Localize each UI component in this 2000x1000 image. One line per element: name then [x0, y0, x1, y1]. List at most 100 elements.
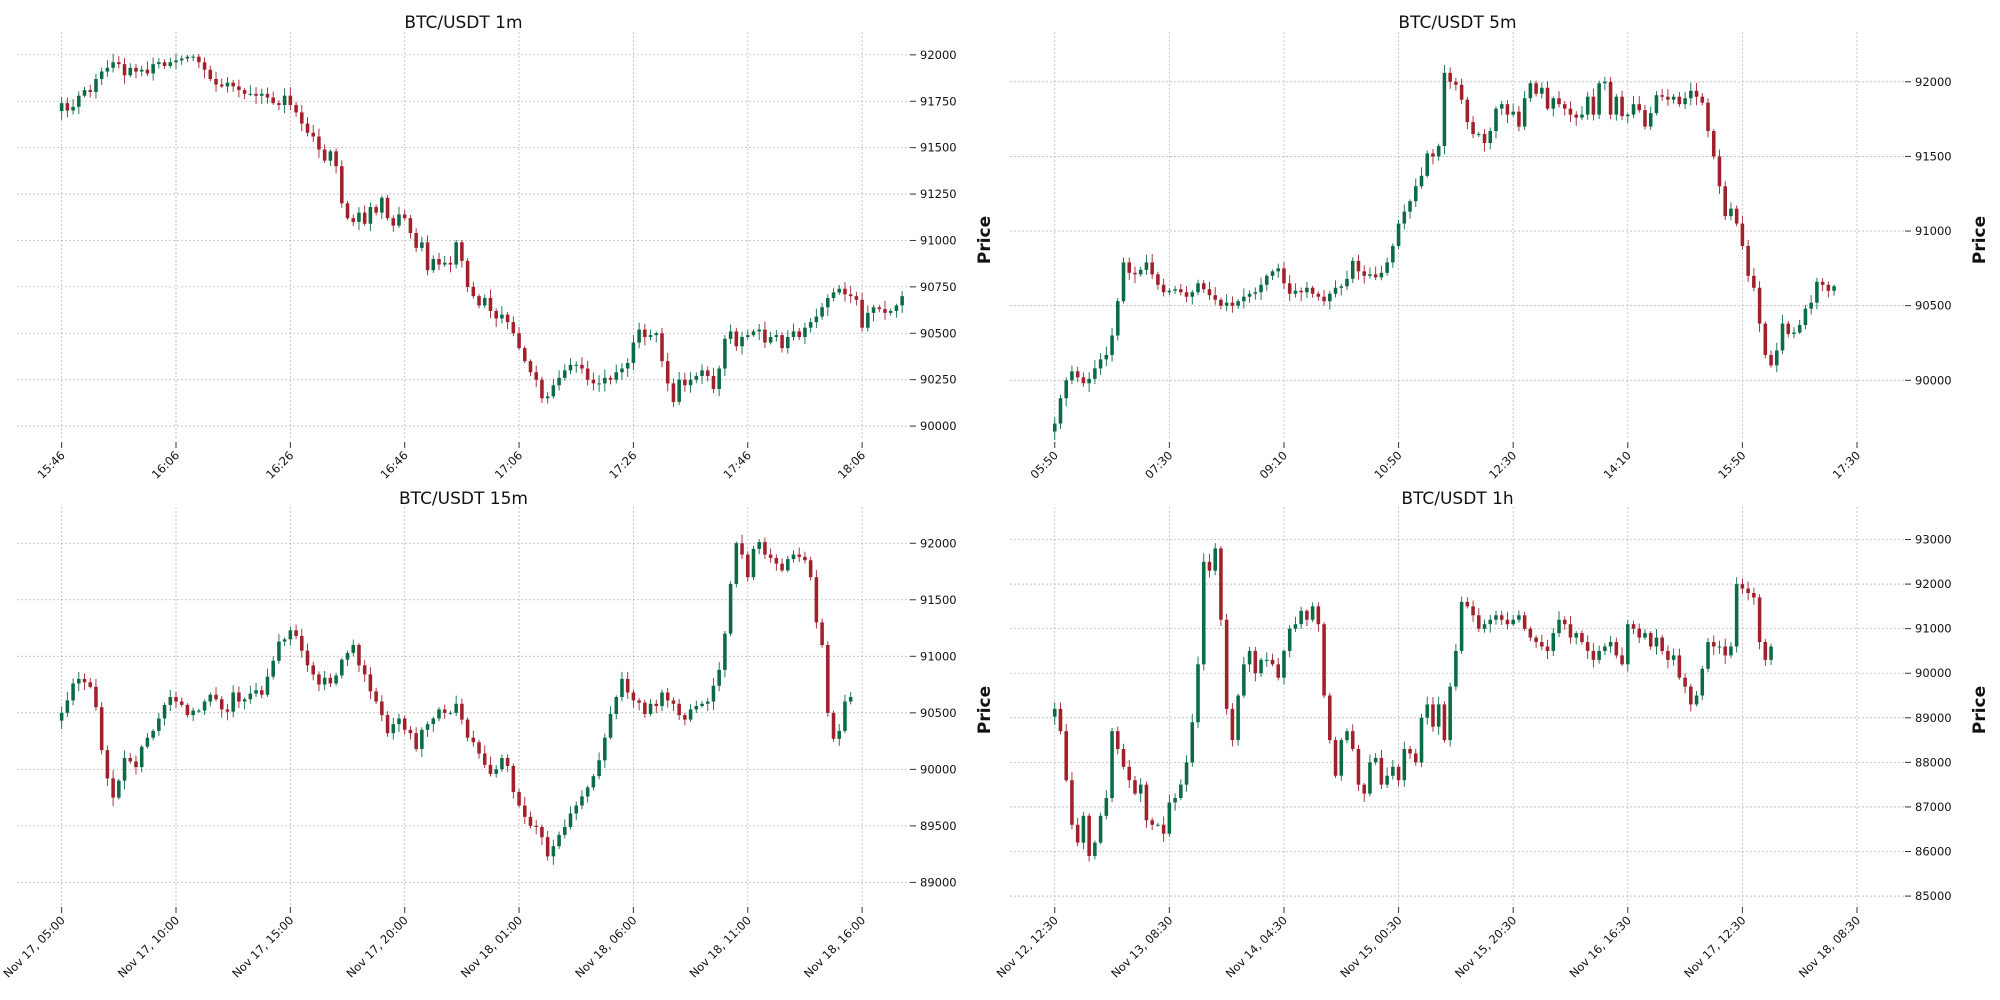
candle-body [603, 737, 607, 761]
candle-body [454, 703, 458, 713]
candle-body [197, 710, 201, 712]
candle-body [1058, 708, 1063, 732]
candle-body [1247, 293, 1252, 297]
candle-body [1815, 281, 1819, 303]
candle-body [1276, 268, 1281, 272]
candle-body [1517, 111, 1521, 127]
y-tick-label: 90000 [1915, 373, 1952, 387]
candle-body [803, 327, 807, 337]
candle-body [826, 645, 830, 713]
candle-body [1236, 695, 1240, 741]
candle-body [391, 724, 396, 734]
candle-body [1207, 289, 1212, 296]
y-axis-label: Price [975, 686, 995, 734]
candle-body [1580, 633, 1584, 643]
candle-body [831, 292, 836, 299]
candle-body [757, 542, 761, 549]
candle-body [134, 67, 138, 72]
candle-body [179, 701, 184, 705]
x-tick-label: 14:10 [1601, 448, 1634, 481]
candle-body [1660, 95, 1664, 97]
candle-body [448, 712, 453, 714]
y-tick-label: 90500 [1915, 299, 1952, 313]
candle-body [723, 633, 727, 670]
candle-body [340, 659, 344, 676]
candle-body [1339, 286, 1344, 288]
candle-body [1345, 731, 1349, 741]
candle-body [608, 713, 613, 738]
candle-body [688, 709, 693, 720]
candle-body [1780, 323, 1785, 351]
candle-body [1207, 561, 1212, 571]
candle-body [71, 683, 75, 701]
candle-body [1711, 642, 1716, 647]
x-tick-label: 05:50 [1028, 448, 1061, 481]
candle-body [254, 690, 258, 694]
candle-body [1631, 104, 1636, 115]
candle-body [1534, 637, 1538, 643]
candle-body [88, 90, 93, 92]
candle-body [711, 685, 716, 702]
candle-body [288, 630, 293, 640]
candle-body [351, 218, 356, 222]
candle-body [242, 90, 247, 94]
candle-body [1746, 245, 1750, 276]
candle-body [271, 660, 275, 677]
candle-body [1316, 606, 1321, 625]
candle-body [1104, 354, 1109, 360]
candle-body [648, 335, 653, 337]
x-tick-label: Nov 17, 05:00 [0, 913, 67, 980]
candle-body [751, 548, 756, 578]
candle-body [791, 331, 796, 337]
candle-body [1081, 815, 1086, 843]
candle-body [1763, 323, 1768, 355]
candle-body [237, 692, 241, 702]
candle-body [677, 703, 681, 716]
candle-body [117, 62, 121, 65]
candle-body [488, 298, 493, 311]
candle-body [420, 729, 424, 749]
candle-body [1603, 81, 1607, 84]
candle-body [820, 307, 824, 317]
candle-body [1333, 287, 1338, 294]
candle-body [551, 846, 556, 857]
candle-body [1310, 606, 1315, 620]
candle-body [545, 396, 550, 399]
candle-body [1408, 201, 1412, 212]
candle-body [1213, 295, 1217, 300]
candle-body [1230, 708, 1235, 741]
candle-body [1052, 708, 1057, 717]
candle-body [717, 368, 721, 389]
candle-body [1706, 102, 1710, 132]
y-tick-label: 90500 [920, 706, 957, 720]
candle-body [1557, 98, 1561, 105]
candle-body [494, 310, 498, 319]
candle-body [1339, 740, 1344, 776]
y-tick-label: 89000 [920, 875, 957, 889]
chart-title: BTC/USDT 1h [1401, 489, 1513, 509]
candle-body [1585, 642, 1590, 651]
candle-body [1700, 668, 1705, 696]
candle-body [322, 677, 327, 685]
candle-body [517, 333, 521, 349]
candle-body [1287, 283, 1292, 294]
candle-body [1264, 659, 1269, 661]
candle-body [482, 298, 487, 306]
candle-body [728, 583, 733, 634]
y-tick-label: 90000 [920, 762, 957, 776]
candle-body [637, 329, 641, 343]
x-tick-label: Nov 18, 08:30 [1796, 913, 1863, 980]
candle-body [1683, 98, 1687, 105]
candle-body [345, 203, 350, 219]
candle-body [1144, 784, 1149, 821]
candle-body [231, 82, 235, 87]
candle-body [620, 368, 624, 373]
candle-body [225, 709, 230, 712]
candle-body [1660, 637, 1664, 651]
candle-body [208, 694, 213, 702]
candle-body [1580, 114, 1584, 118]
candle-body [1219, 299, 1223, 306]
candle-body [631, 342, 636, 363]
candle-body [431, 259, 436, 271]
candle-body [105, 750, 110, 779]
